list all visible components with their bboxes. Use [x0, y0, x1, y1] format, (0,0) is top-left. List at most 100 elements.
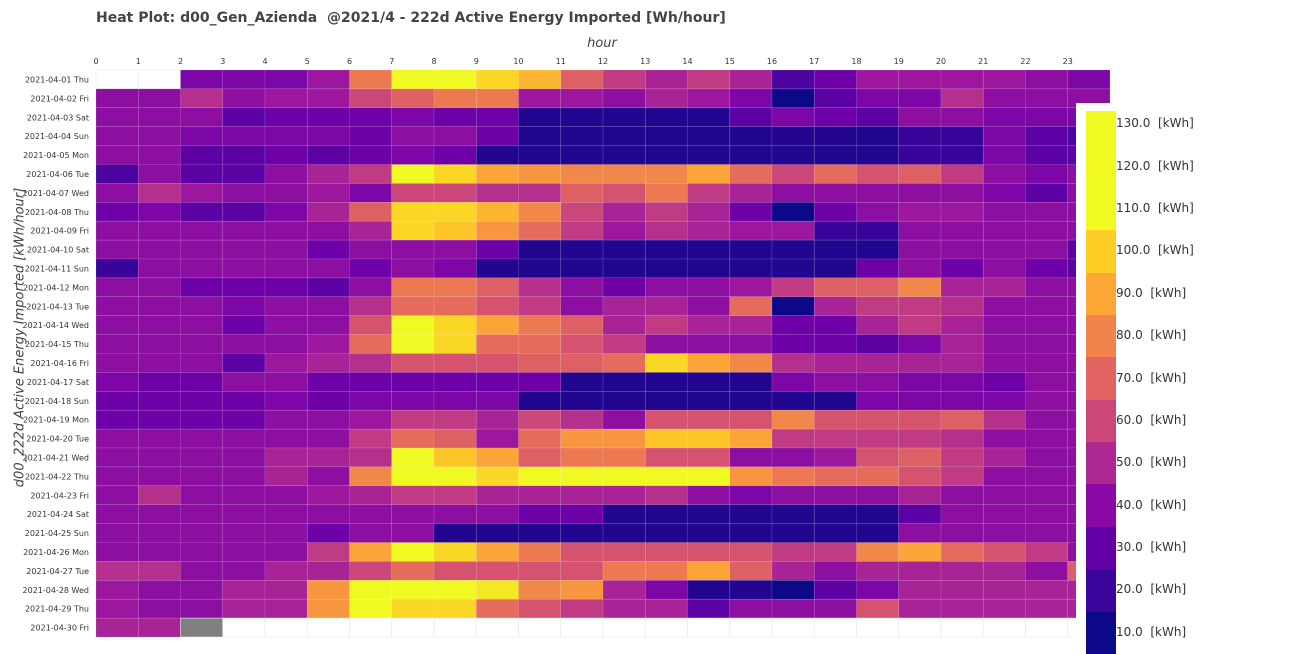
heatmap-cell — [222, 390, 266, 411]
heatmap-cell — [180, 353, 224, 373]
heatmap-cell — [644, 561, 688, 581]
x-tick-label: 7 — [389, 57, 394, 66]
heatmap-cell — [264, 202, 308, 222]
x-tick-label: 14 — [682, 57, 692, 66]
heatmap-cell — [602, 523, 646, 543]
heatmap-cell — [771, 107, 815, 128]
heatmap-cell — [518, 69, 562, 90]
heatmap-cell — [856, 372, 900, 392]
heatmap-cell — [644, 390, 688, 411]
heatmap-cell — [771, 372, 815, 392]
heatmap-cell — [813, 353, 857, 373]
heatmap-cell — [391, 561, 435, 581]
heatmap-cell — [813, 258, 857, 279]
heatmap-cell — [349, 69, 393, 90]
heatmap-cell — [644, 523, 688, 543]
heatmap-cell — [180, 579, 224, 600]
heatmap-cell — [729, 579, 773, 600]
heatmap-cell — [391, 390, 435, 411]
heatmap-cell — [95, 466, 139, 487]
heatmap-cell — [306, 164, 350, 184]
heatmap-cell — [475, 466, 519, 487]
heatmap-cell — [391, 598, 435, 619]
heatmap-cell — [306, 277, 350, 298]
heatmap-cell — [602, 466, 646, 487]
heatmap-cell — [518, 164, 562, 184]
heatmap-cell — [940, 428, 984, 449]
heatmap-cell — [222, 220, 266, 241]
heatmap-cell — [137, 88, 181, 109]
heatmap-cell — [560, 579, 604, 600]
heatmap-cell — [349, 561, 393, 581]
heatmap-cell — [222, 504, 266, 524]
heatmap-cell — [644, 277, 688, 298]
heatmap-cell — [264, 485, 308, 505]
heatmap-cell — [433, 485, 477, 505]
colorbar-tick-label: 120.0 [kWh] — [1116, 158, 1194, 173]
heatmap-cell — [222, 258, 266, 279]
heatmap-cell — [729, 220, 773, 241]
heatmap-cell — [687, 409, 731, 430]
heatmap-cell — [856, 164, 900, 184]
heatmap-cell — [813, 504, 857, 524]
heatmap-cell — [180, 258, 224, 279]
heatmap-cell — [940, 239, 984, 260]
heatmap-cell — [729, 107, 773, 128]
heatmap-cell — [898, 88, 942, 109]
heatmap-cell — [560, 277, 604, 298]
heatmap-cell — [95, 542, 139, 562]
heatmap-cell — [982, 239, 1026, 260]
heatmap-cell — [180, 390, 224, 411]
heatmap-cell — [602, 542, 646, 562]
heatmap-cell — [433, 69, 477, 90]
heatmap-cell — [771, 277, 815, 298]
heatmap-cell — [349, 390, 393, 411]
y-tick-label: 2021-04-28 Wed — [23, 586, 89, 595]
heatmap-cell — [982, 164, 1026, 184]
heatmap-cell — [180, 617, 224, 638]
y-tick-label: 2021-04-23 Fri — [30, 491, 89, 500]
colorbar-tick-label: 80.0 [kWh] — [1116, 328, 1187, 343]
heatmap-cell — [687, 220, 731, 241]
y-tick-label: 2021-04-27 Tue — [26, 567, 89, 576]
heatmap-cell — [898, 164, 942, 184]
heatmap-cell — [729, 69, 773, 90]
heatmap-cell — [349, 183, 393, 203]
heatmap-cell — [518, 504, 562, 524]
heatmap-cell — [687, 107, 731, 128]
x-tick-label: 22 — [1020, 57, 1030, 66]
heatmap-cell — [433, 164, 477, 184]
heatmap-cell — [940, 164, 984, 184]
heatmap-cell — [349, 504, 393, 524]
heatmap-cell — [602, 296, 646, 316]
colorbar-swatch — [1086, 145, 1116, 188]
heatmap-cell — [180, 145, 224, 165]
heatmap-cell — [349, 220, 393, 241]
heatmap-cell — [349, 202, 393, 222]
x-tick-label: 23 — [1063, 57, 1073, 66]
heatmap-cell — [602, 579, 646, 600]
heatmap-cell — [391, 504, 435, 524]
heatmap-cell — [602, 409, 646, 430]
y-tick-label: 2021-04-26 Mon — [23, 548, 89, 557]
heatmap-cell — [349, 617, 393, 638]
heatmap-cell — [898, 296, 942, 316]
heatmap-cell — [560, 353, 604, 373]
heatmap-cell — [644, 220, 688, 241]
heatmap-cell — [687, 466, 731, 487]
heatmap-cell — [180, 315, 224, 335]
heatmap-cell — [95, 315, 139, 335]
heatmap-cell — [856, 542, 900, 562]
heatmap-cell — [475, 126, 519, 146]
heatmap-cell — [560, 542, 604, 562]
heatmap-cell — [898, 239, 942, 260]
heatmap-cell — [729, 202, 773, 222]
heatmap-cell — [180, 296, 224, 316]
x-tick-label: 5 — [305, 57, 310, 66]
heatmap-cell — [433, 542, 477, 562]
heatmap-cell — [687, 617, 731, 638]
heatmap-cell — [771, 353, 815, 373]
heatmap-cell — [729, 485, 773, 505]
heatmap-cell — [137, 523, 181, 543]
heatmap-cell — [391, 353, 435, 373]
